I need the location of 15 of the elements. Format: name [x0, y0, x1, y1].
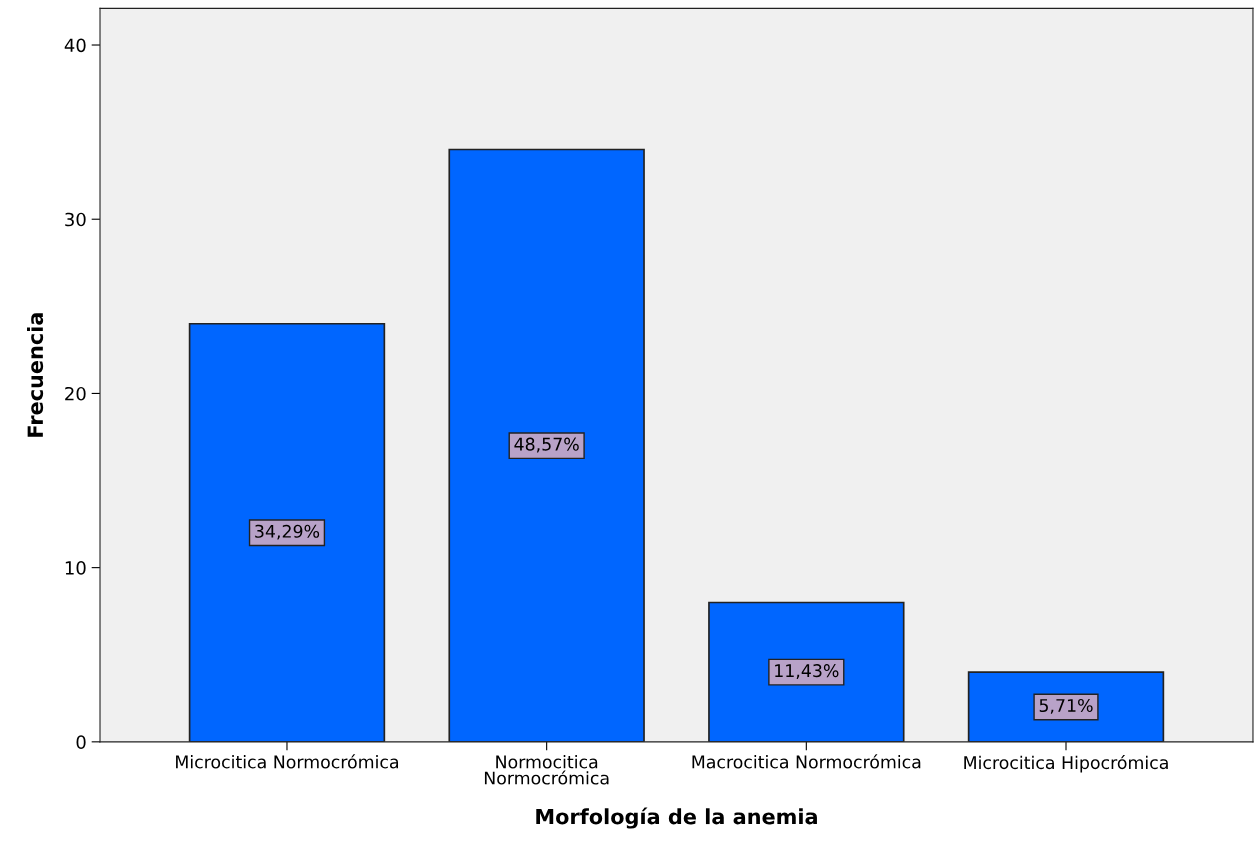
annotation: 11,43% [775, 664, 839, 679]
y-axis-title: Frecuencia [27, 313, 44, 437]
y-tick-label: 20 [65, 386, 86, 401]
x-tick-label: Microcitica Hipocrómica [964, 755, 1168, 773]
y-tick-label: 0 [76, 735, 86, 749]
y-tick-label: 10 [65, 561, 86, 575]
annotation: 5,71% [1039, 698, 1093, 714]
annotation: 34,29% [255, 524, 320, 540]
annotation: 48,57% [514, 437, 579, 453]
x-tick-label: Normocitica Normocrómica [484, 755, 609, 785]
x-tick-label: Macrocitica Normocrómica [692, 754, 921, 769]
y-tick-label: 30 [65, 212, 86, 227]
y-tick-label: 40 [64, 38, 86, 53]
x-tick-label: Microcitica Normocrómica [176, 754, 399, 769]
x-axis-title: Morfología de la anemia [536, 807, 817, 829]
